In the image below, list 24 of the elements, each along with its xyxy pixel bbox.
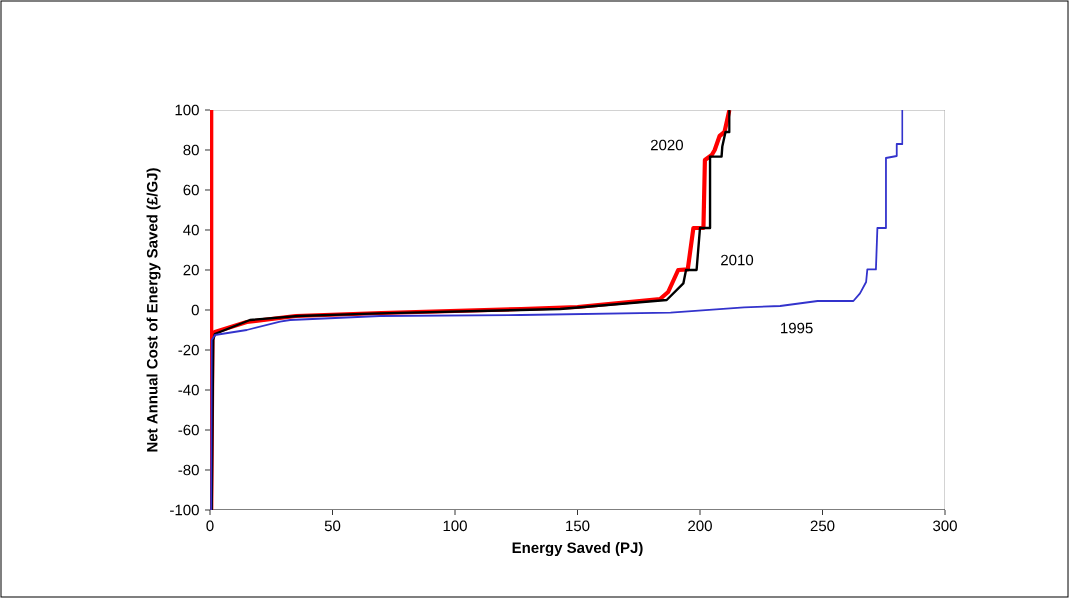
y-tick-label: 100 — [175, 104, 199, 116]
x-tick-label: 150 — [566, 520, 590, 532]
y-tick-label: -20 — [178, 344, 199, 356]
y-tick-label: 20 — [183, 264, 199, 276]
series-label: 2010 — [721, 254, 754, 266]
y-tick-label: -80 — [178, 464, 199, 476]
y-axis-title: Net Annual Cost of Energy Saved (£/GJ) — [146, 168, 161, 452]
y-tick-label: 60 — [183, 184, 199, 196]
y-tick-label: 40 — [183, 224, 199, 236]
x-tick-label: 50 — [324, 520, 341, 532]
x-axis-title: Energy Saved (PJ) — [512, 542, 643, 557]
x-tick-label: 200 — [688, 520, 712, 532]
x-tick-label: 0 — [206, 520, 214, 532]
x-tick-label: 300 — [933, 520, 957, 532]
x-tick-label: 100 — [443, 520, 467, 532]
y-tick-label: 0 — [191, 304, 199, 316]
x-tick-label: 250 — [810, 520, 835, 532]
y-tick-label: -40 — [178, 384, 199, 396]
y-tick-label: -60 — [178, 424, 199, 436]
series-label: 2020 — [650, 139, 683, 151]
y-tick-label: 80 — [183, 144, 199, 156]
line-series — [210, 110, 904, 510]
y-tick-label: -100 — [170, 504, 199, 516]
series-label: 1995 — [781, 322, 813, 334]
